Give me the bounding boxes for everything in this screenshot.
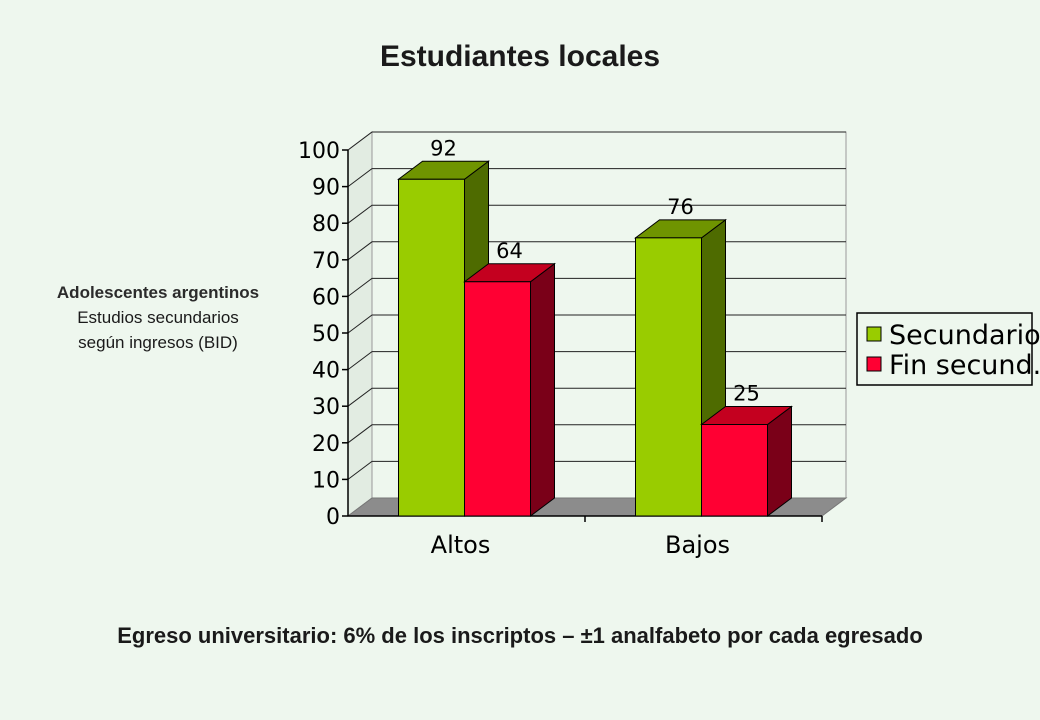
data-label: 92 <box>430 136 457 160</box>
x-tick-label: Bajos <box>665 531 730 559</box>
y-tick-label: 0 <box>326 505 340 530</box>
side-note: Adolescentes argentinos Estudios secunda… <box>8 280 308 355</box>
y-tick-label: 40 <box>312 359 340 384</box>
data-label: 76 <box>667 195 694 219</box>
legend-box <box>856 312 1033 386</box>
y-tick-label: 20 <box>312 432 340 457</box>
legend-label: Fin secund. <box>889 350 1040 381</box>
y-tick-label: 80 <box>312 212 340 237</box>
bar <box>701 424 768 517</box>
y-tick-label: 60 <box>312 285 340 310</box>
bar <box>398 178 465 517</box>
bar-side <box>767 405 792 517</box>
bar <box>464 281 531 517</box>
page-title: Estudiantes locales <box>379 40 661 73</box>
y-tick-label: 50 <box>312 322 340 347</box>
chart-axes: 0 10 20 30 40 50 60 70 80 90 100 Altos Bajos <box>298 139 823 559</box>
x-tick-label: Altos <box>431 531 491 559</box>
y-tick-label: 30 <box>312 395 340 420</box>
y-tick-label: 100 <box>298 139 340 164</box>
chart-data-labels: 92 64 76 25 <box>430 136 760 405</box>
legend-label: Secundario <box>889 320 1040 351</box>
side-note-line: Estudios secundarios <box>77 308 239 327</box>
y-tick-label: 10 <box>312 468 340 493</box>
y-tick-label: 90 <box>312 176 340 201</box>
side-note-heading: Adolescentes argentinos <box>56 283 260 302</box>
bottom-note: Egreso universitario: 6% de los inscript… <box>117 623 923 648</box>
legend-swatch <box>866 326 882 342</box>
bar-side <box>530 262 555 517</box>
side-note-line: según ingresos (BID) <box>78 333 238 352</box>
gridline <box>347 204 846 224</box>
y-tick-label: 70 <box>312 249 340 274</box>
gridline <box>347 168 846 188</box>
gridline <box>347 131 846 151</box>
legend-swatch <box>866 356 882 372</box>
data-label: 25 <box>733 382 760 406</box>
bar <box>635 237 702 517</box>
chart-bars <box>397 160 793 517</box>
data-label: 64 <box>496 239 523 263</box>
